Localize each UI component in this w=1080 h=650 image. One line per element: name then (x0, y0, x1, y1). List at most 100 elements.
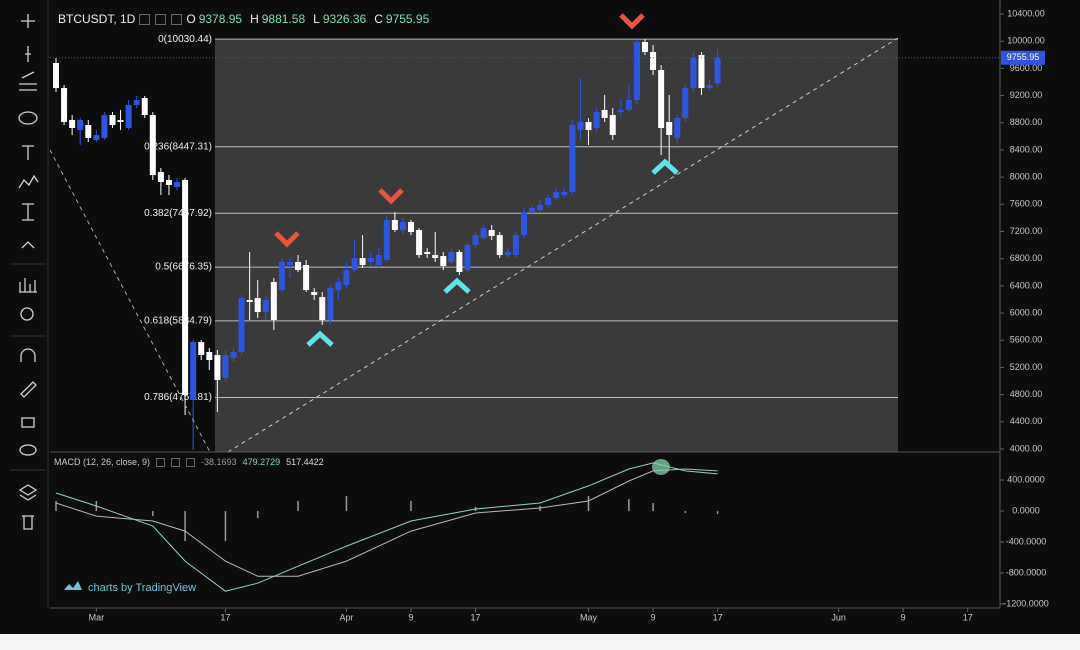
bottom-strip (0, 634, 1080, 650)
candle-body (367, 258, 374, 263)
candle-body (319, 297, 326, 321)
candle-body (520, 211, 527, 236)
fib-label: 0(10030.44) (158, 34, 212, 45)
candle-body (714, 57, 721, 84)
zoom-tool[interactable] (20, 307, 34, 321)
ohlc-value: 9881.58 (261, 12, 306, 26)
buy-marker (651, 158, 679, 175)
trend-line (49, 149, 211, 453)
macd-y-tick-label: 0.0000 (1012, 505, 1040, 515)
last-price-label: 9755.95 (1007, 52, 1040, 62)
candle-body (238, 298, 245, 353)
sell-marker (378, 188, 404, 205)
ohlc-key: O (186, 12, 196, 26)
candle-body (440, 256, 447, 267)
candle-body (351, 258, 358, 271)
pattern-tool[interactable] (18, 174, 39, 189)
candle-body (93, 134, 100, 141)
macd-y-tick-label: 400.0000 (1007, 474, 1045, 484)
macd-line-value: 479.2729 (242, 457, 281, 467)
x-tick-label: 17 (963, 612, 973, 622)
candle-body (504, 252, 511, 256)
lock-tool[interactable] (21, 417, 35, 428)
y-tick-label: 6400.00 (1010, 280, 1043, 290)
candle-body (198, 342, 205, 356)
pencil-tool[interactable] (20, 381, 37, 398)
candle-body (553, 192, 560, 198)
x-tick-label: Jun (831, 612, 846, 622)
candle-body (61, 88, 68, 123)
candle-body (125, 105, 132, 128)
candle-body (254, 298, 261, 312)
x-tick-label: 17 (471, 612, 481, 622)
candle-body (286, 262, 293, 266)
signal-line (55, 468, 718, 577)
candle-body (698, 54, 705, 89)
candle-body (674, 117, 681, 138)
macd-line (55, 462, 718, 592)
fib-zone (215, 39, 898, 453)
x-tick-label: Apr (339, 612, 353, 622)
y-tick-label: 8400.00 (1010, 144, 1043, 154)
candle-body (53, 63, 59, 89)
channel-tool[interactable] (19, 71, 37, 91)
candle-body (69, 120, 76, 128)
candle-body (593, 112, 600, 128)
fib-label: 0.236(8447.31) (144, 141, 212, 152)
candle-body (149, 115, 156, 176)
macd-signal-value: 517.4422 (286, 457, 324, 467)
shape-tool[interactable] (18, 111, 38, 125)
backdrop-layer (215, 38, 898, 453)
candle-body (262, 300, 269, 312)
candle-body (601, 109, 608, 118)
ohlc-key: C (374, 12, 383, 26)
crosshair-tool[interactable] (21, 14, 35, 28)
candle-body (512, 235, 519, 256)
line-tool[interactable] (25, 46, 31, 62)
y-tick-label: 7200.00 (1010, 226, 1043, 236)
candle-body (295, 262, 302, 271)
magnet-tool[interactable] (20, 348, 36, 362)
candle-body (303, 265, 310, 291)
macd-histogram-value: -38.1693 (201, 457, 237, 467)
delete-tool[interactable] (22, 515, 34, 530)
macd-y-tick-label: -800.0000 (1006, 567, 1047, 577)
indicators-tool[interactable] (19, 278, 37, 293)
ohlc-value: 9755.95 (385, 12, 430, 26)
x-tick-label: 17 (713, 612, 723, 622)
y-tick-label: 6000.00 (1010, 307, 1043, 317)
candle-body (529, 207, 536, 212)
header-icon[interactable] (156, 457, 166, 467)
header-icon[interactable] (139, 13, 151, 25)
candle-body (545, 197, 552, 205)
watermark: charts by TradingView (88, 582, 196, 594)
y-tick-label: 10400.00 (1007, 8, 1045, 18)
layers-tool[interactable] (18, 484, 38, 501)
candle-body (690, 57, 697, 89)
visibility-tool[interactable] (19, 444, 37, 456)
last-price-tag (1001, 50, 1045, 65)
candle-body (311, 291, 318, 295)
macd-y-tick-label: -400.0000 (1006, 536, 1047, 546)
candle-body (335, 282, 342, 291)
candle-body (214, 355, 221, 381)
ohlc-key: H (250, 12, 259, 26)
header-icon[interactable] (155, 13, 167, 25)
candle-body (682, 88, 689, 118)
collapse-tool[interactable] (21, 241, 35, 249)
fib-label: 0.786(4757.81) (144, 392, 212, 403)
header-icon[interactable] (186, 457, 196, 467)
measure-tool[interactable] (22, 203, 34, 221)
header-icon[interactable] (171, 457, 181, 467)
candle-body (383, 220, 390, 260)
text-tool[interactable] (22, 145, 34, 160)
candle-body (359, 258, 366, 266)
candle-body (141, 98, 148, 116)
candle-body (569, 124, 576, 193)
header-icon[interactable] (171, 13, 183, 25)
macd-y-tick-label: -1200.0000 (1003, 598, 1049, 608)
candle-body (391, 220, 398, 231)
candle-body (577, 122, 584, 131)
trend-line (227, 37, 899, 453)
candle-body (432, 255, 439, 259)
